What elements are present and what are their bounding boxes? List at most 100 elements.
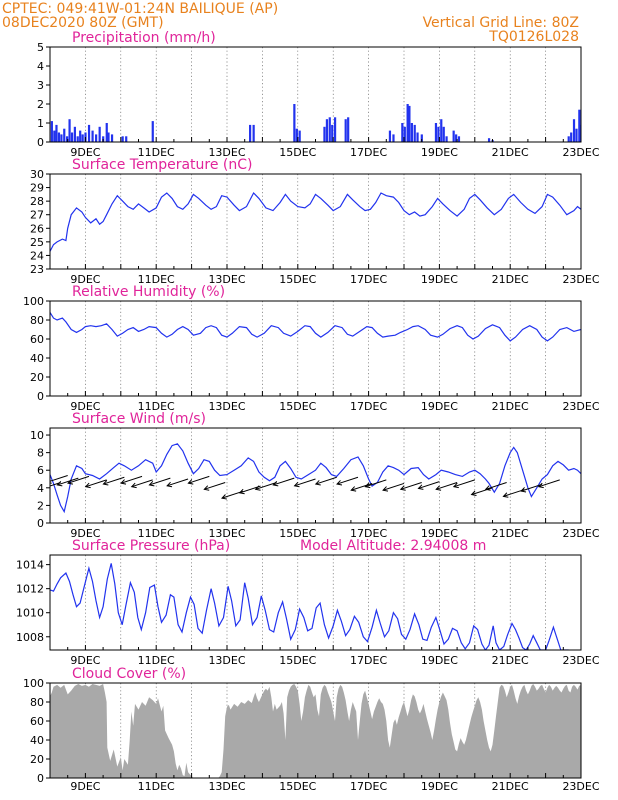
precip-bar xyxy=(578,109,581,142)
precip-bar xyxy=(420,134,423,142)
wind-vector xyxy=(293,478,316,488)
wind-frame xyxy=(49,427,582,524)
wind-vector xyxy=(130,479,153,489)
wind-vector-shaft xyxy=(400,482,422,490)
rh-y-tick-label: 60 xyxy=(30,333,44,346)
cloud-plot xyxy=(50,684,581,778)
pressure-y-tick-label: 1008 xyxy=(16,631,44,644)
pressure-y-tick-label: 1014 xyxy=(16,559,44,572)
temp-y-tick-label: 30 xyxy=(30,168,44,181)
temp-title: Surface Temperature (nC) xyxy=(72,157,253,173)
precip-x-tick-label: 19DEC xyxy=(421,146,458,159)
rh-x-tick-label: 11DEC xyxy=(138,400,175,413)
wind-vector xyxy=(537,479,560,489)
precip-bar xyxy=(68,119,71,142)
wind-y-tick-label: 4 xyxy=(37,482,44,495)
temp-y-tick-label: 29 xyxy=(30,182,44,195)
temp-x-tick-label: 19DEC xyxy=(421,273,458,286)
wind-vector xyxy=(435,482,458,491)
precip-bar xyxy=(151,121,154,142)
wind-series-line xyxy=(50,443,581,514)
wind-panel: Surface Wind (m/s) 0 2 4 6 8 10 9DEC 11DEC 13DEC 1… xyxy=(30,411,600,540)
precip-bar xyxy=(440,119,443,142)
precip-bar xyxy=(57,132,61,142)
precip-bar xyxy=(403,126,406,142)
precip-bar xyxy=(91,130,94,142)
wind-vector-shaft xyxy=(85,479,107,488)
cloud-x-tick-label: 19DEC xyxy=(421,780,458,793)
rh-panel: Relative Humidity (%) 0 20 40 60 80 100 9DEC 11D… xyxy=(23,284,600,413)
precip-y-tick-label: 5 xyxy=(37,41,44,54)
wind-title: Surface Wind (m/s) xyxy=(72,411,206,427)
wind-vector xyxy=(120,475,143,485)
cloud-x-tick-label: 21DEC xyxy=(492,780,529,793)
wind-vector xyxy=(336,476,359,486)
precip-bar xyxy=(121,136,124,142)
wind-vector xyxy=(452,479,475,489)
wind-vector-head xyxy=(221,494,228,500)
precip-x-tick-label: 21DEC xyxy=(492,146,529,159)
cloud-y-tick-label: 80 xyxy=(30,696,44,709)
temp-y-tick-label: 24 xyxy=(30,249,44,262)
wind-x-tick-label: 23DEC xyxy=(562,527,599,540)
temp-x-tick-label: 17DEC xyxy=(350,273,387,286)
rh-x-tick-label: 17DEC xyxy=(350,400,387,413)
precip-bar xyxy=(570,132,573,142)
precip-bar xyxy=(76,136,79,142)
wind-y-tick-label: 10 xyxy=(30,429,44,442)
wind-vector xyxy=(314,476,337,486)
rh-frame xyxy=(49,300,582,397)
precip-bar xyxy=(98,126,101,142)
precip-bar xyxy=(452,130,455,142)
wind-plot xyxy=(50,443,581,514)
wind-x-tick-label: 13DEC xyxy=(208,527,245,540)
wind-vector-head xyxy=(520,487,527,493)
temp-y-tick-label: 26 xyxy=(30,222,44,235)
wind-vector xyxy=(350,482,373,492)
cloud-y-tick-label: 40 xyxy=(30,734,44,747)
wind-vector-head xyxy=(272,480,279,487)
cloud-area xyxy=(50,684,581,778)
wind-vector-shaft xyxy=(382,482,405,491)
wind-vector-shaft xyxy=(149,477,171,486)
precip-x-tick-label: 23DEC xyxy=(562,146,599,159)
temp-y-tick-label: 25 xyxy=(30,236,44,249)
wind-vector-shaft xyxy=(471,487,493,496)
rh-title: Relative Humidity (%) xyxy=(72,284,225,300)
wind-vector-head xyxy=(452,482,459,489)
wind-x-tick-label: 19DEC xyxy=(421,527,458,540)
wind-x-tick-label: 15DEC xyxy=(279,527,316,540)
wind-vector-head xyxy=(120,479,127,485)
wind-vector-shaft xyxy=(520,483,543,492)
precip-bar xyxy=(81,134,84,142)
temp-x-tick-label: 21DEC xyxy=(492,273,529,286)
precip-bar xyxy=(437,126,440,142)
wind-vector xyxy=(520,483,543,493)
precip-bar xyxy=(63,128,66,142)
temp-x-tick-label: 9DEC xyxy=(70,273,100,286)
pressure-x-tick-label: 23DEC xyxy=(562,654,599,667)
rh-x-tick-label: 23DEC xyxy=(562,400,599,413)
precip-bar xyxy=(442,126,445,142)
precip-bar xyxy=(416,132,419,142)
precip-y-tick-label: 1 xyxy=(37,117,44,130)
precip-bar xyxy=(325,119,329,142)
rh-x-tick-label: 15DEC xyxy=(279,400,316,413)
wind-vector-head xyxy=(238,488,245,495)
cloud-panel: Cloud Cover (%) 0 20 40 60 80 100 9DEC 11DEC 13DE… xyxy=(23,666,600,793)
temp-x-tick-label: 11DEC xyxy=(138,273,175,286)
wind-y-tick-label: 2 xyxy=(37,499,44,512)
wind-vector-head xyxy=(148,480,155,487)
wind-vector-shaft xyxy=(453,479,475,488)
rh-y-tick-label: 100 xyxy=(23,295,44,308)
precip-bar xyxy=(295,128,298,142)
wind-vector-head xyxy=(336,480,343,486)
precip-panel: Precipitation (mm/h) 0 1 2 3 4 5 9DEC 11DEC 13DEC… xyxy=(37,30,600,159)
wind-vector-shaft xyxy=(351,482,373,491)
precip-bar xyxy=(252,124,255,142)
precip-bar xyxy=(333,117,337,142)
precip-bar xyxy=(392,134,395,142)
rh-series-line xyxy=(50,312,581,342)
precip-x-tick-label: 13DEC xyxy=(208,146,245,159)
pressure-plot xyxy=(50,563,569,650)
